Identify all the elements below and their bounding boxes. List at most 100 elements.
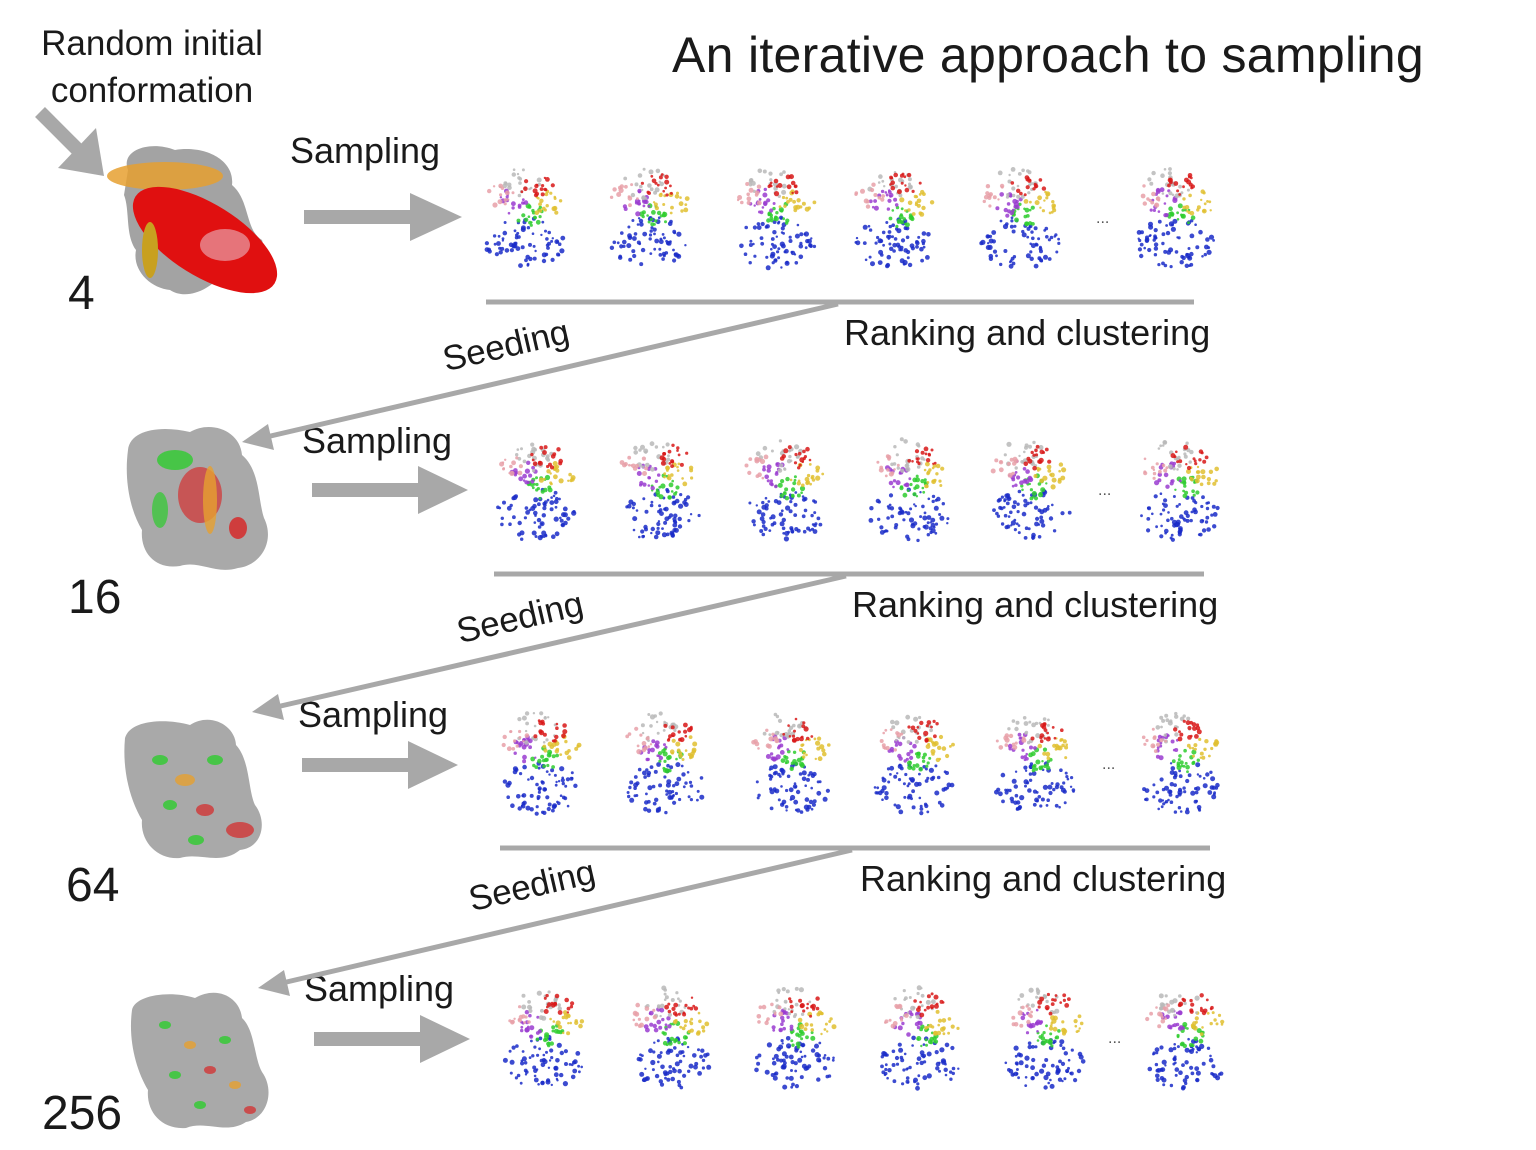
structure-dot bbox=[1189, 210, 1195, 216]
structure-dot bbox=[1172, 1062, 1176, 1066]
structure-dot bbox=[638, 218, 644, 224]
structure-dot bbox=[700, 1048, 705, 1053]
structure-dot bbox=[1015, 204, 1020, 210]
structure-dot bbox=[777, 247, 781, 251]
structure-dot bbox=[761, 476, 765, 480]
structure-dot bbox=[682, 1012, 687, 1017]
structure-dot bbox=[519, 772, 523, 776]
structure-dot bbox=[1178, 184, 1182, 189]
structure-dot bbox=[1060, 1061, 1066, 1066]
structure-dot bbox=[1201, 1061, 1206, 1066]
structure-dot bbox=[778, 207, 784, 213]
structure-dot bbox=[1167, 183, 1171, 188]
seeding-arrow-2 bbox=[252, 573, 847, 720]
structure-dot bbox=[1037, 743, 1043, 749]
structure-dot bbox=[1007, 515, 1011, 518]
structure-dot bbox=[910, 797, 913, 801]
structure-dot bbox=[815, 465, 821, 471]
structure-dot bbox=[533, 510, 538, 516]
structure-dot bbox=[534, 811, 539, 816]
structure-dot bbox=[566, 1006, 571, 1011]
structure-dot bbox=[1021, 736, 1026, 740]
structure-dot bbox=[1182, 786, 1186, 790]
structure-dot bbox=[658, 504, 662, 508]
structure-dot bbox=[659, 1007, 665, 1013]
structure-dot bbox=[939, 803, 945, 808]
structure-dot bbox=[1029, 250, 1033, 254]
sampling-arrow-row-4 bbox=[314, 1015, 470, 1063]
structure-dot bbox=[1031, 537, 1035, 540]
structure-dot bbox=[651, 210, 656, 215]
structure-dot bbox=[525, 254, 530, 260]
structure-dot bbox=[521, 793, 527, 798]
structure-dot bbox=[1014, 1061, 1019, 1066]
structure-dot bbox=[1027, 170, 1032, 175]
structure-dot bbox=[1168, 178, 1172, 182]
structure-dot bbox=[533, 1077, 539, 1083]
structure-dot bbox=[677, 524, 683, 529]
structure-dot bbox=[1212, 481, 1217, 486]
structure-dot bbox=[1017, 531, 1021, 535]
structure-dot bbox=[1190, 790, 1196, 796]
structure-dot bbox=[1140, 193, 1146, 199]
structure-dot bbox=[898, 1004, 902, 1008]
structure-dot bbox=[805, 736, 810, 741]
structure-dot bbox=[789, 1027, 794, 1031]
structure-dot bbox=[661, 1017, 665, 1022]
structure-dot bbox=[557, 1024, 563, 1030]
structure-dot bbox=[618, 185, 622, 190]
structure-dot bbox=[1185, 441, 1189, 445]
structure-dot bbox=[1194, 790, 1199, 795]
structure-dot bbox=[1172, 748, 1176, 752]
structure-dot bbox=[922, 1043, 926, 1046]
structure-model-row-4-3 bbox=[754, 986, 837, 1090]
ranking-label-row-2: Ranking and clustering bbox=[852, 584, 1219, 625]
structure-dot bbox=[1170, 1009, 1175, 1013]
structure-dot bbox=[1050, 782, 1054, 785]
structure-dot bbox=[524, 1010, 530, 1015]
structure-dot bbox=[783, 448, 789, 454]
structure-dot bbox=[649, 252, 653, 256]
structure-dot bbox=[926, 521, 930, 525]
structure-dot bbox=[528, 187, 531, 191]
structure-dot bbox=[1159, 444, 1163, 448]
structure-dot bbox=[1198, 808, 1202, 812]
structure-dot bbox=[946, 522, 949, 525]
structure-dot bbox=[556, 1042, 562, 1048]
structure-dot bbox=[1003, 513, 1008, 518]
structure-dot bbox=[1006, 441, 1012, 447]
structure-dot bbox=[676, 449, 679, 452]
structure-dot bbox=[650, 467, 655, 472]
structure-dot bbox=[1012, 193, 1016, 198]
structure-dot bbox=[547, 241, 551, 246]
structure-dot bbox=[985, 245, 991, 250]
structure-dot bbox=[1140, 514, 1143, 518]
structure-dot bbox=[638, 242, 642, 246]
structure-dot bbox=[546, 458, 551, 462]
structure-dot bbox=[1184, 1047, 1190, 1053]
structure-dot bbox=[1015, 807, 1019, 811]
structure-dot bbox=[1064, 771, 1068, 775]
structure-dot bbox=[798, 463, 802, 467]
structure-dot bbox=[553, 516, 559, 522]
structure-dot bbox=[551, 206, 557, 212]
structure-dot bbox=[676, 748, 681, 753]
structure-dot bbox=[935, 722, 939, 726]
structure-dot bbox=[1040, 259, 1044, 263]
structure-dot bbox=[554, 783, 558, 787]
structure-dot bbox=[925, 1043, 928, 1047]
structure-dot bbox=[775, 754, 781, 760]
structure-dot bbox=[521, 1050, 525, 1053]
structure-dot bbox=[907, 1011, 910, 1014]
structure-dot bbox=[780, 785, 783, 788]
structure-dot bbox=[926, 232, 931, 237]
structure-dot bbox=[915, 1014, 920, 1019]
structure-dot bbox=[622, 239, 627, 245]
structure-dot bbox=[663, 743, 666, 747]
structure-dot bbox=[564, 739, 568, 744]
structure-dot bbox=[532, 763, 536, 768]
structure-dot bbox=[533, 1068, 538, 1074]
structure-dot bbox=[1040, 487, 1046, 493]
structure-dot bbox=[659, 1003, 665, 1009]
structure-dot bbox=[553, 1065, 559, 1071]
